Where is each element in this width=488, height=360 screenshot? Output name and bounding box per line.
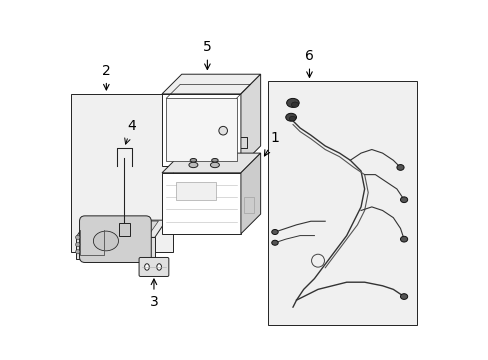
Polygon shape <box>162 74 260 94</box>
FancyBboxPatch shape <box>80 216 151 262</box>
Polygon shape <box>162 153 260 173</box>
Ellipse shape <box>396 165 403 170</box>
Ellipse shape <box>188 162 198 168</box>
Text: 5: 5 <box>203 40 211 69</box>
Ellipse shape <box>93 231 118 251</box>
Circle shape <box>311 254 324 267</box>
Ellipse shape <box>271 229 278 234</box>
Bar <box>176 182 215 200</box>
Bar <box>244 197 253 212</box>
Polygon shape <box>82 221 158 235</box>
Ellipse shape <box>400 236 407 242</box>
Ellipse shape <box>289 116 295 121</box>
Polygon shape <box>241 153 260 234</box>
Polygon shape <box>241 74 260 166</box>
Polygon shape <box>76 237 155 259</box>
Ellipse shape <box>286 98 299 107</box>
Ellipse shape <box>400 197 407 203</box>
Circle shape <box>76 242 80 247</box>
Bar <box>70 94 172 252</box>
Ellipse shape <box>190 158 196 162</box>
Circle shape <box>219 126 227 135</box>
Ellipse shape <box>211 158 218 162</box>
Bar <box>267 81 416 325</box>
Circle shape <box>76 235 80 239</box>
Ellipse shape <box>210 162 219 168</box>
FancyBboxPatch shape <box>139 257 168 276</box>
Ellipse shape <box>271 240 278 245</box>
Ellipse shape <box>285 113 296 121</box>
Text: 6: 6 <box>305 49 313 77</box>
Text: 1: 1 <box>264 131 279 156</box>
Ellipse shape <box>157 264 161 270</box>
Bar <box>119 223 129 235</box>
Bar <box>162 173 241 234</box>
Text: 3: 3 <box>149 279 158 309</box>
Bar <box>166 98 236 161</box>
Ellipse shape <box>144 264 149 270</box>
Text: 2: 2 <box>102 64 110 90</box>
Circle shape <box>76 249 80 254</box>
Text: 4: 4 <box>124 120 136 144</box>
Ellipse shape <box>291 102 298 107</box>
Polygon shape <box>76 220 166 237</box>
Ellipse shape <box>400 294 407 300</box>
Bar <box>162 94 241 166</box>
